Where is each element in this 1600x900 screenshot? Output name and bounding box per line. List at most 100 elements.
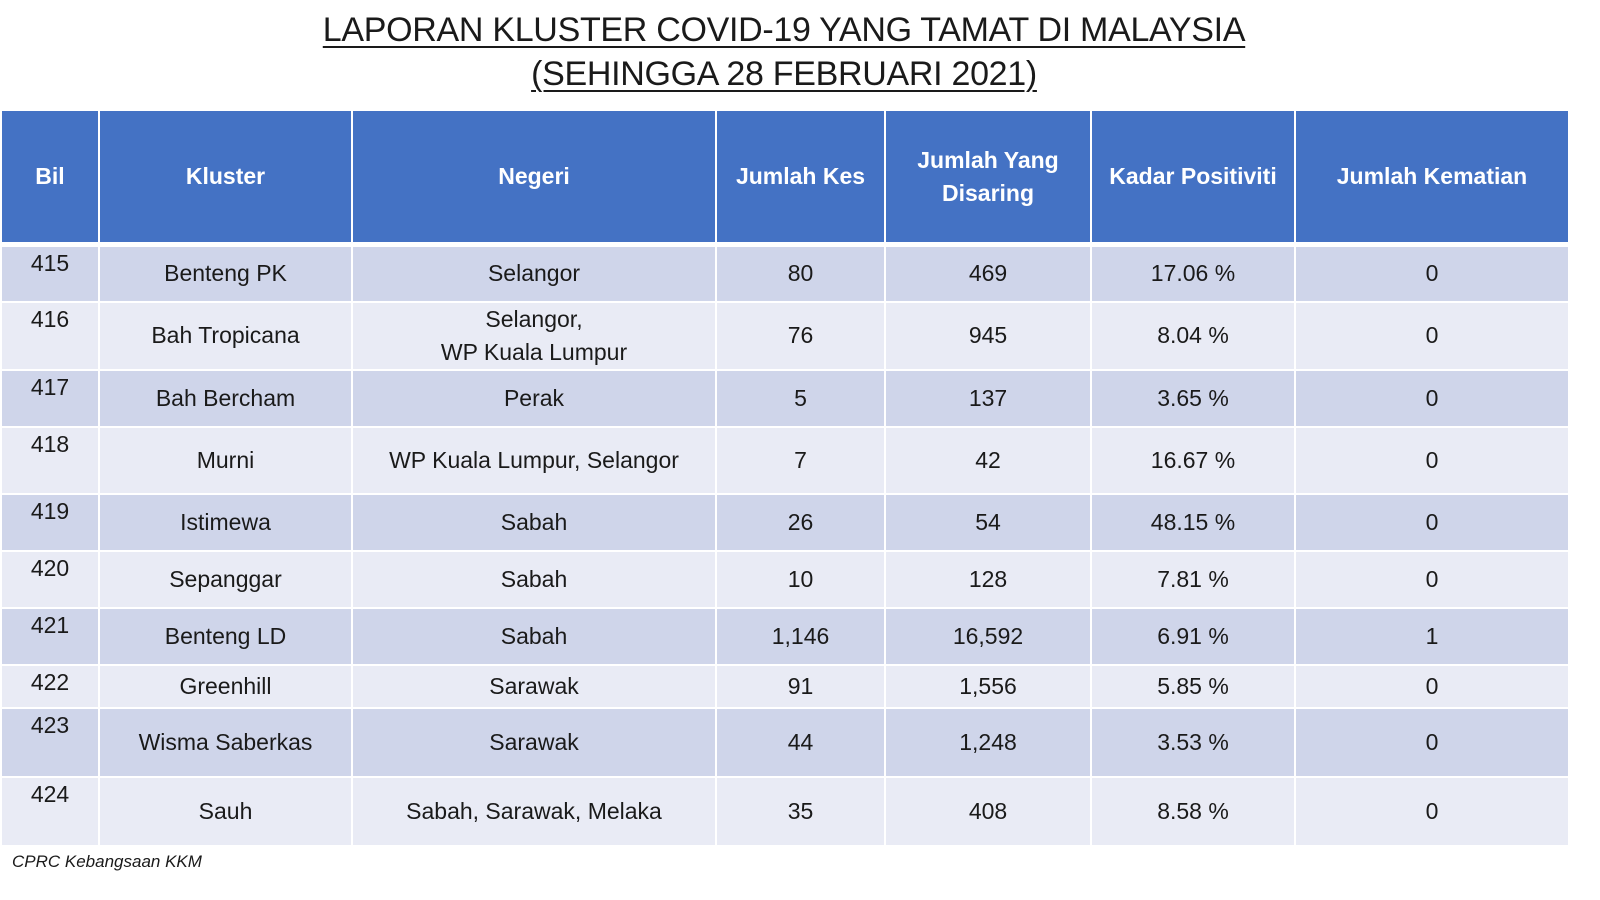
cell-negeri: Sarawak [351,663,717,709]
cell-bil: 420 [0,549,100,609]
table-body: 415 Benteng PK Selangor 80 469 17.06 % 0 416 Bah… [0,243,1570,847]
cell-jumlah-kes: 91 [715,663,886,709]
cell-jumlah-kematian: 0 [1294,300,1570,371]
cell-jumlah-kematian: 0 [1294,492,1570,552]
header-kadar-positiviti: Kadar Positiviti [1090,109,1296,246]
cell-jumlah-kes: 10 [715,549,886,609]
cell-jumlah-disaring: 1,248 [884,706,1092,778]
negeri-line: Selangor, [485,305,583,332]
header-negeri: Negeri [351,109,717,246]
header-row: Bil Kluster Negeri Jumlah Kes Jumlah Yan… [0,109,1570,246]
cell-negeri: Selangor [351,243,717,303]
cell-jumlah-kematian: 0 [1294,706,1570,778]
cell-kadar-positiviti: 3.53 % [1090,706,1296,778]
negeri-line: Sabah [500,622,568,649]
cell-jumlah-disaring: 945 [884,300,1092,371]
cell-jumlah-kematian: 0 [1294,368,1570,428]
cell-kluster: Benteng PK [98,243,353,303]
negeri-line: Perak [503,384,565,411]
cell-negeri: Sabah [351,492,717,552]
negeri-line: Sabah [500,508,568,535]
table-row: 422 Greenhill Sarawak 91 1,556 5.85 % 0 [0,663,1570,709]
cell-kluster: Sepanggar [98,549,353,609]
cell-bil: 422 [0,663,100,709]
cell-jumlah-disaring: 469 [884,243,1092,303]
cell-kluster: Benteng LD [98,606,353,666]
negeri-line: Sabah [500,565,568,592]
cell-negeri: Sabah [351,606,717,666]
cell-bil: 419 [0,492,100,552]
cell-jumlah-disaring: 1,556 [884,663,1092,709]
negeri-line: WP Kuala Lumpur, Selangor [389,446,679,473]
header-jumlah-disaring: Jumlah Yang Disaring [884,109,1092,246]
cell-bil: 415 [0,243,100,303]
cell-jumlah-kematian: 0 [1294,243,1570,303]
cell-kadar-positiviti: 8.04 % [1090,300,1296,371]
table-row: 423 Wisma Saberkas Sarawak 44 1,248 3.53 % 0 [0,706,1570,778]
cell-jumlah-kematian: 1 [1294,606,1570,666]
cell-bil: 421 [0,606,100,666]
cell-jumlah-kes: 26 [715,492,886,552]
cell-kadar-positiviti: 17.06 % [1090,243,1296,303]
table-row: 424 Sauh Sabah, Sarawak, Melaka 35 408 8.58 %… [0,775,1570,847]
cell-kadar-positiviti: 6.91 % [1090,606,1296,666]
cell-kadar-positiviti: 3.65 % [1090,368,1296,428]
cluster-table: Bil Kluster Negeri Jumlah Kes Jumlah Yan… [0,109,1570,847]
cell-jumlah-disaring: 128 [884,549,1092,609]
cell-kluster: Greenhill [98,663,353,709]
cell-kluster: Sauh [98,775,353,847]
cell-jumlah-disaring: 54 [884,492,1092,552]
cell-kadar-positiviti: 48.15 % [1090,492,1296,552]
cell-negeri: Sarawak [351,706,717,778]
cell-negeri: Sabah, Sarawak, Melaka [351,775,717,847]
header-kluster: Kluster [98,109,353,246]
cell-kluster: Istimewa [98,492,353,552]
cell-kluster: Bah Bercham [98,368,353,428]
header-bil: Bil [0,109,100,246]
cell-jumlah-disaring: 137 [884,368,1092,428]
negeri-line: Sarawak [489,728,579,755]
cell-jumlah-kes: 76 [715,300,886,371]
table-row: 418 Murni WP Kuala Lumpur, Selangor 7 42 16.6… [0,425,1570,495]
cell-kluster: Wisma Saberkas [98,706,353,778]
table-row: 420 Sepanggar Sabah 10 128 7.81 % 0 [0,549,1570,609]
cell-kluster: Bah Tropicana [98,300,353,371]
cell-jumlah-disaring: 408 [884,775,1092,847]
cell-negeri: Selangor, WP Kuala Lumpur [351,300,717,371]
title-line-2: (SEHINGGA 28 FEBRUARI 2021) [531,55,1037,93]
table-row: 419 Istimewa Sabah 26 54 48.15 % 0 [0,492,1570,552]
cell-jumlah-kematian: 0 [1294,663,1570,709]
cell-jumlah-kes: 35 [715,775,886,847]
table-row: 416 Bah Tropicana Selangor, WP Kuala Lumpur… [0,300,1570,371]
cell-bil: 416 [0,300,100,371]
negeri-line: WP Kuala Lumpur [440,338,628,365]
table-row: 415 Benteng PK Selangor 80 469 17.06 % 0 [0,243,1570,303]
table-row: 421 Benteng LD Sabah 1,146 16,592 6.91 % 1 [0,606,1570,666]
cell-jumlah-kematian: 0 [1294,425,1570,495]
cell-kadar-positiviti: 7.81 % [1090,549,1296,609]
cell-kadar-positiviti: 5.85 % [1090,663,1296,709]
cell-kadar-positiviti: 16.67 % [1090,425,1296,495]
cell-bil: 424 [0,775,100,847]
cell-negeri: WP Kuala Lumpur, Selangor [351,425,717,495]
table-row: 417 Bah Bercham Perak 5 137 3.65 % 0 [0,368,1570,428]
report-title: LAPORAN KLUSTER COVID-19 YANG TAMAT DI M… [0,8,1568,96]
title-line-1: LAPORAN KLUSTER COVID-19 YANG TAMAT DI M… [322,11,1246,49]
cell-negeri: Sabah [351,549,717,609]
negeri-line: Sabah, Sarawak, Melaka [406,797,662,824]
header-jumlah-kes: Jumlah Kes [715,109,886,246]
cell-jumlah-kes: 5 [715,368,886,428]
negeri-line: Sarawak [489,672,579,699]
cell-bil: 418 [0,425,100,495]
header-jumlah-disaring-line-1: Jumlah Yang [917,146,1059,173]
header-jumlah-kematian: Jumlah Kematian [1294,109,1570,246]
negeri-line: Selangor [487,260,581,287]
cell-jumlah-kes: 7 [715,425,886,495]
cell-kluster: Murni [98,425,353,495]
cell-jumlah-disaring: 42 [884,425,1092,495]
cell-jumlah-kes: 80 [715,243,886,303]
cell-jumlah-kes: 1,146 [715,606,886,666]
cell-jumlah-kematian: 0 [1294,549,1570,609]
cell-jumlah-kes: 44 [715,706,886,778]
cell-negeri: Perak [351,368,717,428]
